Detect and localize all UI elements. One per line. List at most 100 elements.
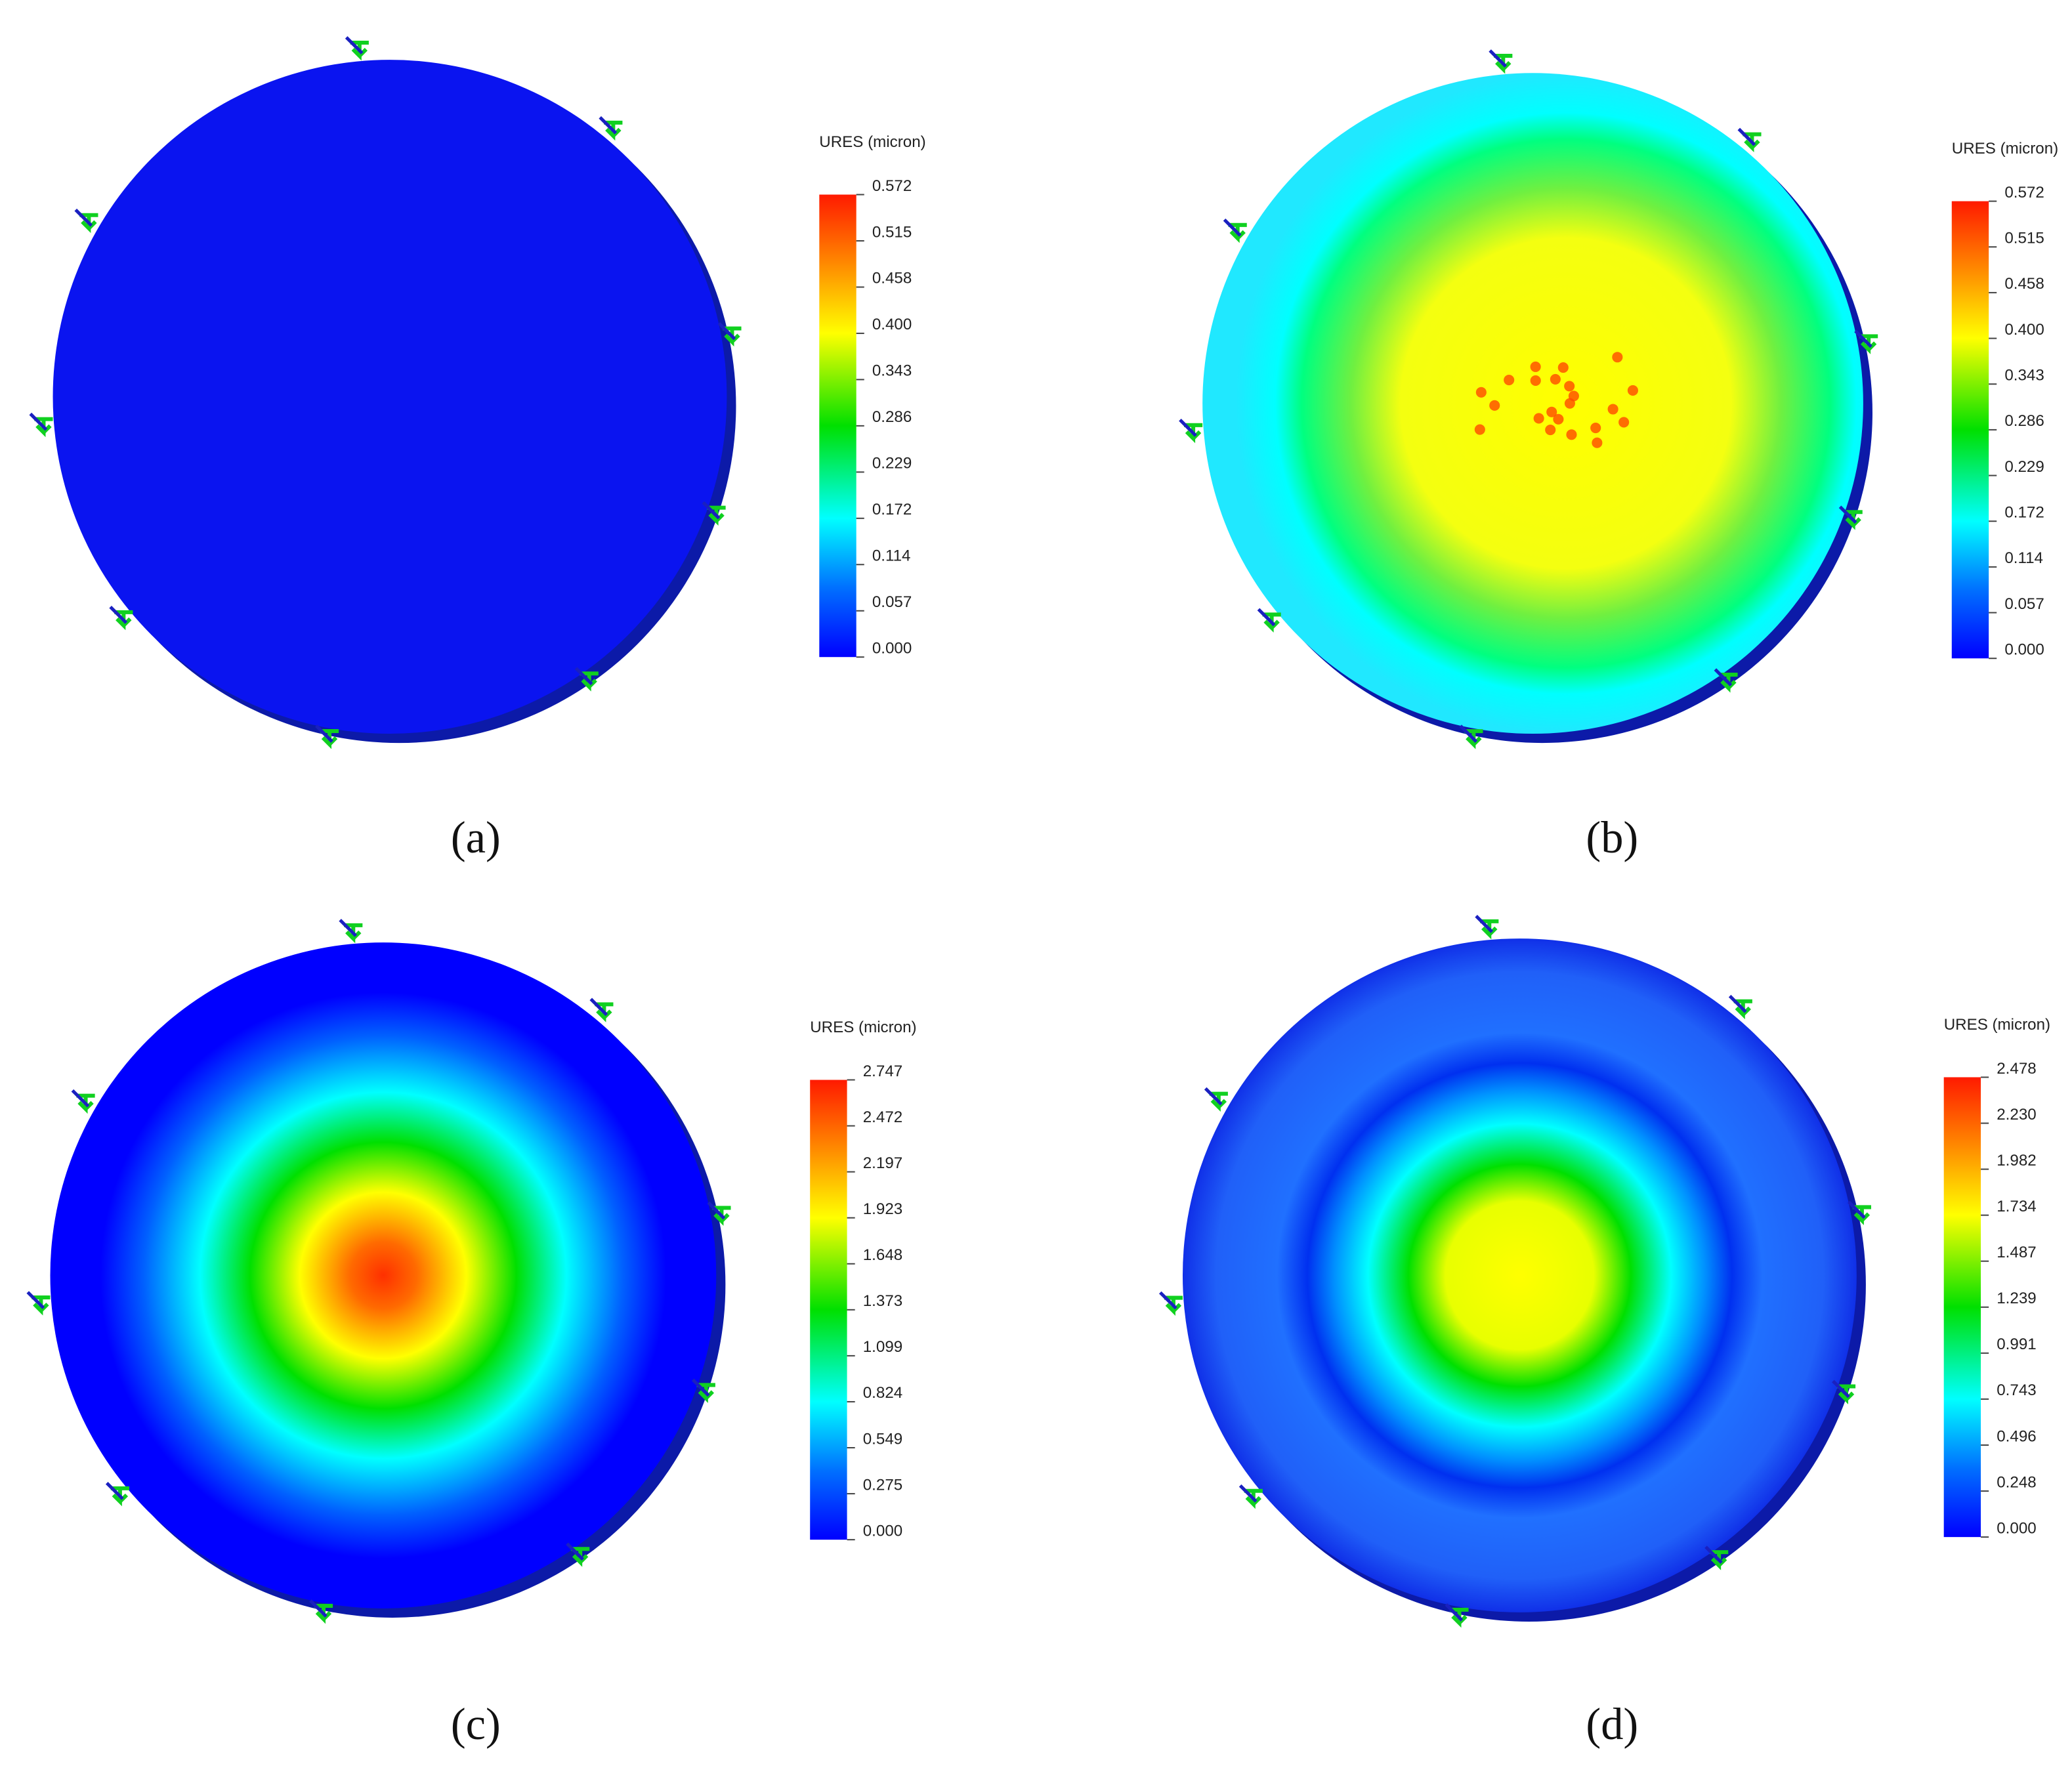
fixture-pin [1832,1379,1850,1398]
hot-spot [1533,413,1544,424]
panel: URES (micron) 2.478 2.230 1.982 1.734 1.487 1.… [1158,915,2050,1749]
colorbar-tick-label: 0.400 [2004,321,2044,339]
colorbar-tick-label: 0.229 [2004,458,2044,476]
hot-spot [1564,381,1575,392]
fixture-pin [315,725,333,743]
colorbar-tick-label: 0.549 [863,1430,902,1448]
legend-title: URES (micron) [819,133,925,151]
colorbar-tick-label: 0.057 [872,593,912,611]
hot-spot [1627,385,1638,396]
colorbar-tick-label: 1.239 [1997,1290,2036,1307]
fixture-pin [1475,915,1494,933]
colorbar [1943,1077,1981,1538]
fixture-pin [1737,127,1756,146]
colorbar-tick-label: 0.114 [872,547,911,565]
colorbar-tick-label: 0.000 [2004,641,2044,659]
colorbar-tick-label: 2.197 [863,1154,902,1172]
fixture-pin [589,998,608,1017]
fixture-pin [1704,1545,1723,1565]
fixture-pin [345,36,364,54]
hot-spot [1607,404,1618,415]
fixture-pin [29,412,48,431]
hot-spot [1475,387,1487,398]
fixture-pin [1445,1603,1464,1622]
legend-title: URES (micron) [1952,140,2058,158]
hot-spot [1592,437,1603,448]
colorbar-tick-label: 0.458 [872,270,912,287]
colorbar-tick-label: 1.099 [863,1338,902,1356]
panel-label: (c) [451,1699,501,1749]
colorbar-tick-label: 0.000 [872,640,912,658]
fixture-pin [1223,218,1242,237]
hot-spot [1590,422,1601,434]
fixture-pin [717,322,736,341]
hot-spot [1557,362,1569,373]
hot-spot [1530,375,1541,387]
hot-spot [1553,413,1564,425]
hot-spot [1545,425,1556,436]
fixture-pin [71,1089,90,1108]
fixture-pin [109,606,128,624]
colorbar-tick-label: 0.286 [2004,412,2044,430]
fixture-pin [691,1378,710,1397]
colorbar-tick-label: 1.982 [1997,1152,2036,1169]
fixture-pin [26,1291,45,1309]
colorbar-tick-label: 0.991 [1997,1335,2036,1353]
fixture-pin [599,116,618,135]
fixture-pin [1838,505,1857,524]
hot-spot [1568,390,1579,402]
colorbar-tick-label: 2.230 [1997,1106,2036,1124]
hot-spot [1546,406,1557,417]
colorbar-tick-label: 1.923 [863,1200,902,1218]
colorbar-tick-label: 1.487 [1997,1244,2036,1261]
panel: URES (micron) 0.572 0.515 0.458 0.400 0.343 0.… [1179,49,2058,862]
hot-spot [1530,361,1541,372]
colorbar-tick-label: 2.747 [863,1062,902,1080]
fixture-pin [1179,418,1197,437]
fixture-pin [1257,608,1276,627]
legend-title: URES (micron) [1944,1016,2050,1034]
hot-spot [1550,373,1561,385]
colorbar-tick-label: 0.343 [872,362,912,380]
colorbar-tick-label: 0.286 [872,408,912,426]
colorbar-tick-label: 2.472 [863,1108,902,1126]
legend-title: URES (micron) [810,1019,916,1036]
colorbar-tick-label: 0.229 [872,455,912,473]
colorbar-tick-label: 0.496 [1997,1427,2036,1445]
fixture-pin [1854,329,1872,348]
colorbar-tick-label: 0.572 [2004,184,2044,201]
colorbar-tick-label: 2.478 [1997,1060,2036,1078]
colorbar [819,194,856,658]
fixture-pin [1728,994,1747,1013]
fixture-pin [1158,1291,1177,1310]
fixture-pin [1847,1200,1866,1219]
panel: URES (micron) 0.572 0.515 0.458 0.400 0.343 0.… [29,36,926,862]
colorbar-tick-label: 0.172 [872,501,912,518]
colorbar-tick-label: 0.572 [872,177,912,195]
fixture-pin [566,1542,584,1561]
disk-face [53,60,727,734]
colorbar-tick-label: 0.515 [872,223,912,241]
fixture-pin [1238,1484,1258,1503]
disk-face [50,942,717,1608]
fixture-pin [339,919,358,937]
fixture-pin [309,1599,328,1618]
colorbar-tick-label: 0.743 [1997,1381,2036,1399]
panel-label: (d) [1586,1699,1638,1749]
colorbar-tick-label: 0.824 [863,1384,902,1402]
colorbar-tick-label: 1.648 [863,1246,902,1264]
colorbar-tick-label: 0.114 [2004,549,2043,567]
fixture-pin [1714,668,1733,686]
hot-spot [1566,429,1577,440]
colorbar-tick-label: 0.343 [2004,367,2044,385]
hot-spot [1618,417,1630,428]
colorbar-tick-label: 0.172 [2004,504,2044,522]
panel-label: (b) [1586,812,1638,862]
colorbar-tick-label: 1.373 [863,1292,902,1310]
fixture-pin [707,1201,726,1220]
colorbar-tick-label: 0.515 [2004,230,2044,247]
fixture-pin [574,667,593,686]
fixture-pin [1489,49,1508,68]
